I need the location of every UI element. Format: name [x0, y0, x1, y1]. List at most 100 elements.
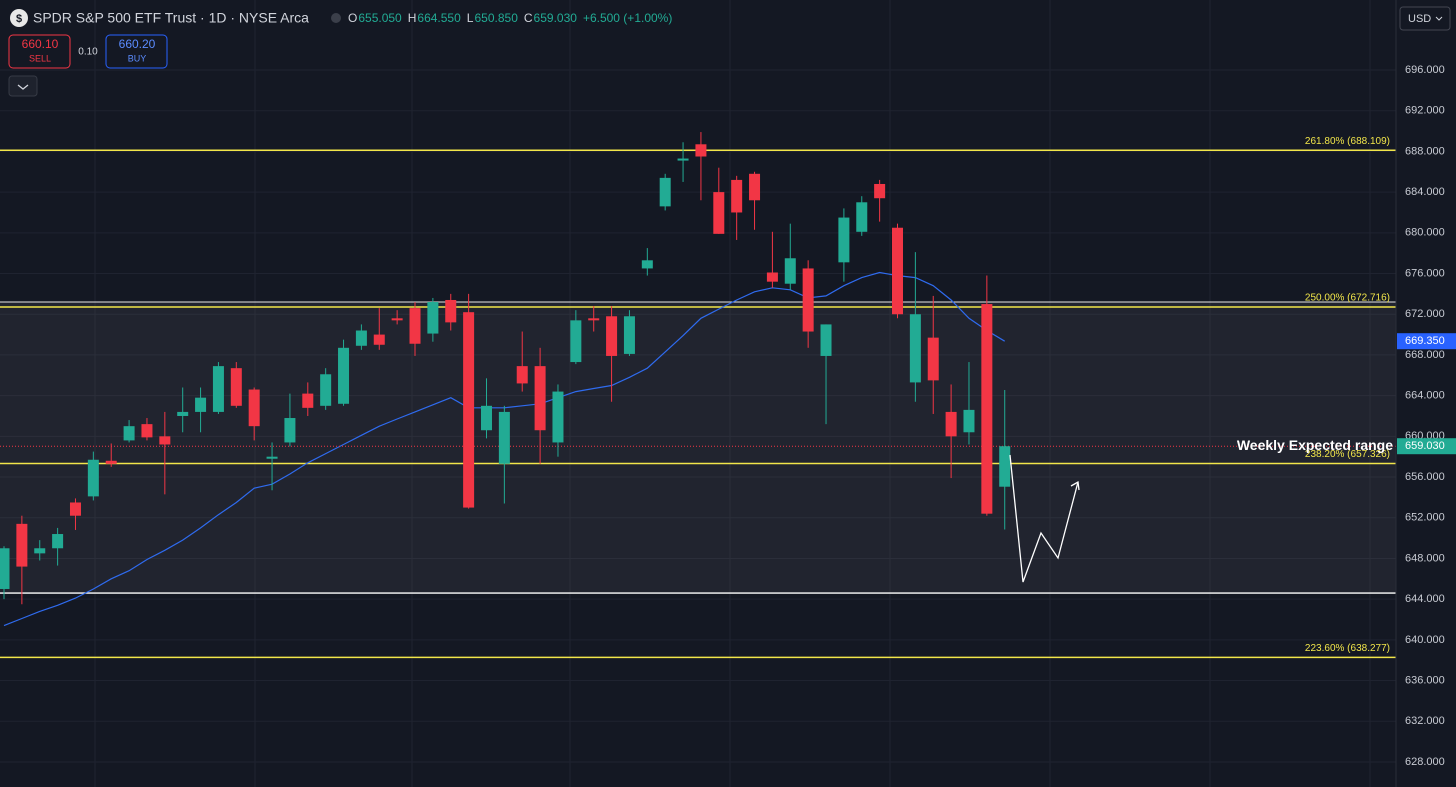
- currency-button[interactable]: [1399, 6, 1451, 31]
- collapse-button[interactable]: [8, 75, 38, 97]
- candle-body: [230, 368, 242, 406]
- y-tick-label: 676.000: [1405, 267, 1445, 279]
- y-tick-label: 688.000: [1405, 145, 1445, 157]
- y-tick-label: 664.000: [1405, 390, 1445, 402]
- arrow-head: [1070, 480, 1080, 491]
- candle-body: [820, 324, 832, 356]
- candle-body: [302, 393, 314, 408]
- candle-body: [981, 304, 993, 514]
- buy-label[interactable]: BUY: [128, 53, 147, 63]
- candle-body: [999, 446, 1011, 487]
- y-tick-label: 632.000: [1405, 715, 1445, 727]
- candle-body: [802, 268, 814, 332]
- candle-body: [909, 314, 921, 383]
- fib-label: 223.60% (638.277): [1305, 643, 1390, 654]
- ohlc-value: 664.550: [417, 11, 461, 25]
- y-tick-label: 684.000: [1405, 186, 1445, 198]
- candle-body: [945, 411, 957, 437]
- currency[interactable]: USD: [1408, 13, 1431, 25]
- y-tick-label: 640.000: [1405, 634, 1445, 646]
- candle-body: [623, 316, 635, 354]
- candle-body: [963, 409, 975, 433]
- symbol-title: SPDR S&P 500 ETF Trust · 1D · NYSE Arca: [33, 10, 309, 26]
- ohlc-key: O: [348, 11, 357, 25]
- logo-letter: $: [16, 13, 22, 25]
- candle-body: [713, 192, 725, 234]
- ohlc-value: 650.850: [474, 11, 518, 25]
- y-tick-label: 648.000: [1405, 552, 1445, 564]
- candle-body: [552, 391, 564, 443]
- candle-body: [177, 411, 189, 416]
- price-label-box: [1397, 333, 1456, 350]
- candle-body: [195, 397, 207, 412]
- candle-body: [766, 272, 778, 282]
- candle-body: [892, 227, 903, 315]
- candle-body: [445, 299, 457, 323]
- candle-body: [338, 347, 350, 404]
- candle-body: [409, 308, 421, 344]
- ohlc-key: C: [524, 11, 533, 25]
- price-label-box: [1397, 438, 1456, 455]
- ohlc-legend: O 655.050 H 664.550 L 650.850 C 659.030 +6.500 (…: [348, 11, 672, 25]
- candle-body: [927, 337, 939, 381]
- candle-body: [856, 202, 868, 232]
- sell-button[interactable]: [8, 34, 71, 69]
- y-tick-label: 672.000: [1405, 308, 1445, 320]
- candle-body: [749, 173, 761, 201]
- candle-body: [427, 302, 439, 334]
- y-tick-label: 644.000: [1405, 593, 1445, 605]
- ohlc-key: H: [408, 11, 417, 25]
- candle-body: [212, 366, 224, 412]
- y-tick-label: 636.000: [1405, 674, 1445, 686]
- currency-chevron[interactable]: [1435, 16, 1443, 21]
- candle-body: [534, 366, 546, 431]
- candle-body: [516, 366, 528, 384]
- candle-body: [16, 523, 28, 567]
- symbol-logo: [10, 9, 28, 27]
- projection-arrow: [1009, 454, 1079, 583]
- candle-body: [141, 424, 153, 438]
- candle-body: [659, 177, 671, 207]
- spread: 0.10: [78, 47, 98, 58]
- candle-body: [570, 320, 582, 363]
- candle-body: [641, 260, 653, 269]
- candle-body: [284, 418, 296, 443]
- candle-body: [677, 158, 689, 161]
- sell-price[interactable]: 660.10: [22, 37, 59, 51]
- y-tick-label: 652.000: [1405, 512, 1445, 524]
- ohlc-value: 659.030: [534, 11, 578, 25]
- candle-body: [248, 389, 260, 427]
- candle-body: [87, 459, 99, 497]
- plot-area: 261.80% (688.109) 250.00% (672.716) 238.20…: [0, 0, 1396, 787]
- ohlc-value: 655.050: [358, 11, 402, 25]
- price-label: 659.030: [1405, 440, 1445, 452]
- candle-body: [784, 258, 796, 284]
- candle-body: [0, 548, 10, 589]
- candle-body: [355, 330, 367, 346]
- candle-body: [606, 316, 618, 356]
- candle-body: [123, 426, 135, 441]
- candle-body: [498, 411, 510, 464]
- candle-body: [34, 548, 46, 554]
- candle-body: [874, 183, 886, 199]
- fib-label: 250.00% (672.716): [1305, 293, 1390, 304]
- y-tick-label: 692.000: [1405, 105, 1445, 117]
- candle-body: [480, 405, 492, 431]
- change: +6.500 (+1.00%): [583, 11, 672, 25]
- price-axis: 696.000 692.000 688.000 684.000 680.000 676.0…: [1397, 64, 1456, 768]
- range-box: [0, 302, 1396, 594]
- candle-body: [588, 318, 600, 321]
- candle-body: [731, 179, 743, 213]
- buy-button[interactable]: [105, 34, 168, 69]
- sell-label[interactable]: SELL: [29, 53, 51, 63]
- buy-price[interactable]: 660.20: [119, 37, 156, 51]
- fib-label: 238.20% (657.326): [1305, 449, 1390, 460]
- fib-label: 261.80% (688.109): [1305, 136, 1390, 147]
- annotation: Weekly Expected range: [1237, 437, 1393, 453]
- y-tick-label: 680.000: [1405, 227, 1445, 239]
- candle-body: [320, 374, 332, 406]
- candle-body: [695, 144, 707, 157]
- y-tick-label: 656.000: [1405, 471, 1445, 483]
- chevron[interactable]: [17, 84, 29, 90]
